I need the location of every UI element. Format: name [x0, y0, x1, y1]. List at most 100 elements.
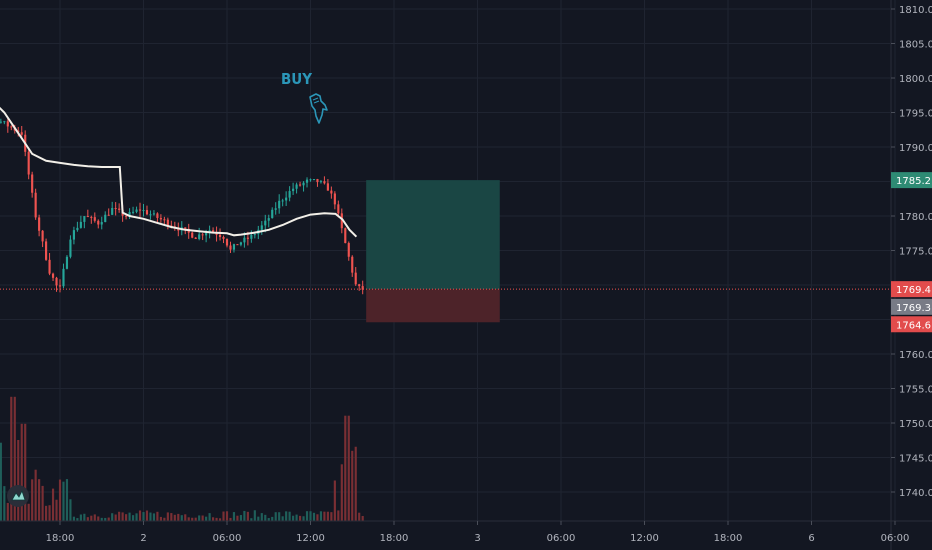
volume-bar [184, 514, 187, 521]
candle-body [79, 221, 82, 228]
candle-body [312, 179, 316, 181]
candle-body [264, 220, 267, 226]
price-tick-label: 1760.0 [899, 350, 932, 361]
candle-body [309, 179, 312, 181]
last-price-label: 1769.4 [896, 285, 931, 296]
candle-body [6, 121, 9, 127]
candle-body [225, 238, 229, 246]
volume-bar [250, 518, 253, 521]
buy-label[interactable]: BUY [281, 70, 312, 88]
volume-bar [292, 515, 295, 521]
candle-body [316, 179, 319, 183]
candle-body [330, 190, 333, 194]
candle-body [156, 213, 159, 219]
candle-body [45, 241, 48, 260]
candle-body [253, 234, 256, 236]
volume-bar [309, 511, 312, 521]
candles [0, 116, 364, 295]
candle-body [271, 209, 274, 219]
position-zones[interactable] [366, 180, 500, 323]
candle-body [31, 174, 34, 193]
price-tick-label: 1775.0 [899, 247, 932, 258]
candle-body [138, 209, 142, 211]
volume-bar [257, 516, 260, 521]
candle-body [97, 220, 100, 225]
volume-bar [131, 515, 135, 521]
volume-bar [274, 512, 277, 521]
candle-body [152, 213, 156, 215]
candle-body [344, 228, 347, 244]
candle-body [100, 222, 103, 225]
hand-pointing-down-icon[interactable] [309, 93, 328, 124]
volume-bar [319, 511, 323, 521]
last-price-tag-bg [891, 281, 932, 298]
tradingview-logo-icon[interactable] [7, 485, 29, 507]
volume-bar [156, 511, 159, 521]
candle-body [166, 219, 169, 226]
candle-body [295, 184, 298, 189]
price-tick-label: 1810.0 [899, 5, 932, 16]
volume-bar [316, 514, 319, 521]
candle-body [149, 214, 152, 216]
volume-bar [333, 480, 336, 521]
price-tick-label: 1750.0 [899, 419, 932, 430]
target-price-tag: 1785.2 [891, 172, 932, 189]
candle-body [326, 183, 329, 191]
candle-body [191, 232, 194, 238]
candle-body [239, 242, 242, 245]
time-axis[interactable]: 18:00 2 06:00 12:00 18:00 3 06:00 12:00 18:00 6 06… [0, 520, 932, 544]
volume-bar [201, 515, 204, 521]
candle-body [72, 230, 75, 240]
price-axis[interactable]: 1810.01805.01800.01795.01790.01785.01780… [890, 0, 932, 550]
volume-bar [6, 502, 9, 521]
volume-bar [17, 440, 20, 521]
time-tick-label: 18:00 [380, 533, 409, 544]
volume-bar [125, 514, 128, 521]
target-zone[interactable] [366, 180, 500, 290]
candle-body [0, 121, 2, 123]
candle-body [41, 230, 44, 242]
price-tick-label: 1745.0 [899, 454, 932, 465]
volume-bar [232, 512, 236, 521]
volume-bar [24, 423, 27, 521]
volume-bar [205, 516, 208, 521]
time-tick-label: 2 [140, 533, 146, 544]
buy-annotation[interactable]: BUY [281, 70, 328, 124]
stop-price-label: 1764.6 [896, 320, 931, 331]
candle-body [222, 236, 225, 239]
volume-bars [0, 396, 364, 521]
volume-bar [142, 512, 145, 521]
volume-bar [111, 513, 114, 521]
candle-body [347, 243, 350, 257]
candle-body [278, 200, 281, 209]
volume-bar [48, 505, 51, 521]
candle-body [305, 179, 309, 183]
volume-bar [208, 513, 211, 521]
volume-bar [354, 446, 357, 521]
volume-bar [173, 514, 176, 521]
volume-bar [236, 515, 239, 521]
time-tick-label: 18:00 [714, 533, 743, 544]
stop-zone[interactable] [366, 289, 500, 323]
candle-body [260, 225, 263, 230]
candle-body [358, 284, 361, 287]
volume-bar [149, 512, 152, 521]
volume-bar [288, 511, 291, 521]
volume-bar [326, 511, 329, 521]
candle-body [125, 215, 128, 217]
volume-bar [58, 479, 62, 521]
candle-body [69, 239, 72, 257]
volume-bar [76, 518, 79, 521]
candle-body [145, 210, 149, 215]
volume-bar [222, 511, 225, 521]
volume-bar [351, 450, 354, 521]
candle-body [38, 217, 41, 231]
price-tick-label: 1805.0 [899, 40, 932, 51]
volume-bar [246, 511, 249, 521]
mid-price-label: 1769.3 [896, 303, 931, 314]
volume-bar [45, 505, 48, 521]
ma-line [0, 106, 358, 238]
volume-bar [337, 510, 340, 521]
